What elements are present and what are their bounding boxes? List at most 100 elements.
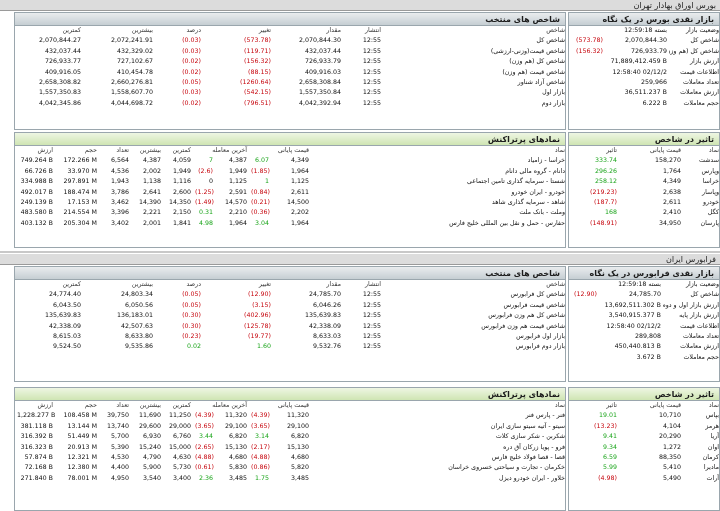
table-row[interactable]: 2,658,308.82 2,660,276.81 (0.05) (1260.64) 2… (15, 78, 565, 88)
table-cell: 6.07 (254, 157, 270, 165)
table-row[interactable]: 1,228.277 B 108.458 M 39,750 11,690 11,250 (4… (15, 411, 565, 421)
table-cell: 9,535.86 (124, 343, 153, 351)
table-cell: 2,202 (290, 209, 310, 217)
table-cell: 271.840 B (20, 474, 53, 482)
market-change (569, 311, 599, 321)
table-row[interactable]: 5.99 5,410 مادیرا (569, 463, 719, 473)
table-cell: (3.65) (251, 422, 270, 430)
table-cell: 9.41 (602, 433, 617, 441)
table-cell: (12.90) (248, 291, 271, 299)
table-row[interactable]: 6.59 88,350 کرمان (569, 453, 719, 463)
table-row[interactable]: 334.988 B 297.891 M 1,943 1,138 1,116 0 1,125 1… (15, 177, 565, 187)
table-row[interactable]: 316.323 B 20.913 M 5,390 15,240 15,000 (2.65)… (15, 443, 565, 453)
table-cell: قصا - قصا فولاد خلیج فارس (491, 454, 566, 462)
table-cell: (0.02) (182, 68, 201, 76)
market-value: 6.222 B (642, 99, 667, 107)
market-change (569, 280, 599, 290)
table-row[interactable]: 403.132 B 205.304 M 3,402 2,001 1,841 4.98 1,9… (15, 219, 565, 229)
table-row[interactable]: 432,037.44 432,329.02 (0.03) (119.71) 432,03… (15, 47, 565, 57)
table-row[interactable]: 9.34 1,272 اوان (569, 443, 719, 453)
table-row[interactable]: 4,042,345.86 4,044,698.72 (0.02) (796.51) 4,… (15, 99, 565, 109)
table-cell: 72.168 B (24, 464, 53, 472)
market-label: ارزش بازار پایه (679, 312, 719, 320)
table-cell: 15,130 (224, 443, 248, 451)
table-row[interactable]: 9,524.50 9,535.86 0.02 1.60 9,532.76 12:55 باز… (15, 342, 565, 352)
table-row[interactable]: 409,916.05 410,454.78 (0.02) (88.15) 409,916… (15, 68, 565, 78)
table-row[interactable]: 1,557,350.83 1,558,607.70 (0.03) (542.15) 1,… (15, 88, 565, 98)
table-cell: 5,490 (662, 474, 681, 482)
table-cell: 316.392 B (20, 433, 53, 441)
table-row[interactable]: 726,933.77 727,102.67 (0.02) (156.32) 726,93… (15, 57, 565, 67)
table-row[interactable]: (187.7) 2,611 خودرو (569, 198, 719, 208)
table-cell: 20.913 M (67, 443, 97, 451)
market-value: 726,933.79 (630, 47, 667, 55)
table-row[interactable]: 6,043.50 6,050.56 (0.05) (3.15) 6,046.26 12:5… (15, 301, 565, 311)
market-label: ارزش بازار (689, 58, 719, 66)
table-row[interactable]: 9.41 20,290 آریا (569, 432, 719, 442)
table-cell: 6,820 (228, 433, 248, 441)
table-cell: 6.59 (602, 454, 617, 462)
table-row[interactable]: (13.23) 4,104 هرمز (569, 422, 719, 432)
table-cell: 2,658,308.84 (298, 79, 341, 87)
column-header: نماد (554, 147, 566, 154)
column-header: ارزش (37, 147, 53, 154)
market-row: بسته 12:59:18 وضعیت بازار (569, 280, 719, 290)
table-cell: (0.84) (251, 188, 270, 196)
market-value: 2,070,844.30 (624, 37, 667, 45)
table-row[interactable]: (219.23) 2,638 وپاسار (569, 188, 719, 198)
table-cell: 3,540 (142, 474, 161, 482)
table-row[interactable]: 57.874 B 12.321 M 4,530 4,790 4,630 (4.88) 4,6… (15, 453, 566, 463)
table-cell: بازار اول فرابورس (516, 333, 565, 341)
table-row[interactable]: 249.139 B 17.153 M 3,462 14,390 14,350 (1.49)… (15, 198, 565, 208)
table-row[interactable]: (148.91) 34,950 پارسان (569, 219, 719, 229)
table-row[interactable]: 66.726 B 33.970 M 4,536 2,002 1,949 (2.6) 1,94… (15, 167, 565, 177)
table-header-row: تاثیر قیمت پایانی نماد (569, 401, 719, 411)
table-cell: 2,150 (172, 209, 191, 217)
column-header: بیشترین (131, 27, 153, 34)
table-row[interactable]: 72.168 B 12.380 M 4,400 5,900 5,730 (0.61) 5,8… (15, 463, 565, 473)
table-row[interactable]: (4.98) 5,490 آرات (569, 474, 719, 484)
table-row[interactable]: 749.264 B 172.266 M 6,564 4,387 4,059 7 4,387 6… (15, 156, 566, 166)
table-cell: 39,750 (106, 412, 129, 420)
table-cell: (4.88) (251, 454, 270, 462)
table-cell: 3,396 (110, 209, 129, 217)
table-cell: (19.77) (248, 333, 271, 341)
table-cell: 1,228.277 B (17, 412, 55, 420)
table-cell: 483.580 B (20, 209, 53, 217)
table-cell: خراسا (702, 178, 719, 186)
table-cell: شاخص قیمت(وزنی-ارزشی) (490, 47, 565, 55)
table-cell: خلاور - ایران خودرو دیزل (499, 474, 566, 482)
table-cell: 188.474 M (63, 188, 97, 196)
market-change (569, 332, 599, 342)
table-row[interactable]: 135,639.83 136,183.01 (0.30) (402.96) 135,63… (15, 311, 565, 321)
table-row[interactable]: 271.840 B 78.001 M 4,950 3,540 3,400 2.36 3,48… (15, 474, 566, 484)
table-row[interactable]: 168 2,410 کگل (569, 208, 719, 218)
table-row[interactable]: 258.12 4,349 خراسا (569, 177, 719, 187)
table-cell: 3.44 (198, 433, 213, 441)
column-header: تغییر (258, 281, 271, 288)
column-header: نماد (708, 147, 719, 154)
table-cell: 4,349 (662, 178, 681, 186)
table-row[interactable]: 316.392 B 51.449 M 5,700 6,930 6,760 3.44 6,82… (15, 432, 565, 442)
table-header-row: کمترین بیشترین درصد تغییر مقدار انتشار شاخص (15, 26, 565, 36)
table-row[interactable]: 8,615.03 8,633.80 (0.23) (19.77) 8,633.03 12:… (15, 332, 565, 342)
market-label: شاخص کل (690, 37, 719, 45)
market-label: ارزش معاملات (680, 343, 719, 351)
fara-traded-panel: نمادهای پرتراکنش ارزش حجم تعداد بیشترین کمتر… (14, 387, 566, 511)
column-header: تاثیر (606, 402, 617, 409)
table-row[interactable]: 19.01 10,710 بپاس (569, 411, 719, 421)
table-row[interactable]: 296.26 1,764 وپارس (569, 167, 719, 177)
table-cell: 12:55 (362, 79, 381, 87)
table-row[interactable]: 333.74 158,270 سدشت (569, 156, 719, 166)
table-row[interactable]: 2,070,844.27 2,072,241.91 (0.03) (573.78) 2,… (15, 36, 565, 46)
table-row[interactable]: 483.580 B 214.554 M 3,396 2,221 2,150 0.31 2,2… (15, 208, 565, 218)
table-cell: 11,320 (286, 412, 310, 420)
table-cell: خراسا - زامیاد (527, 157, 566, 165)
table-row[interactable]: 381.118 B 13.144 M 13,740 29,600 29,000 (3.65… (15, 422, 565, 432)
table-row[interactable]: 24,774.40 24,803.34 (0.05) (12.90) 24,785.70… (15, 290, 565, 300)
column-header: بیشترین (131, 281, 153, 288)
table-row[interactable]: 492.017 B 188.474 M 3,786 2,641 2,600 (1.25) 2… (15, 188, 565, 198)
table-cell: (0.30) (182, 312, 201, 320)
table-row[interactable]: 42,338.09 42,507.63 (0.30) (125.78) 42,338.0… (15, 322, 565, 332)
table-cell: (2.17) (251, 443, 270, 451)
